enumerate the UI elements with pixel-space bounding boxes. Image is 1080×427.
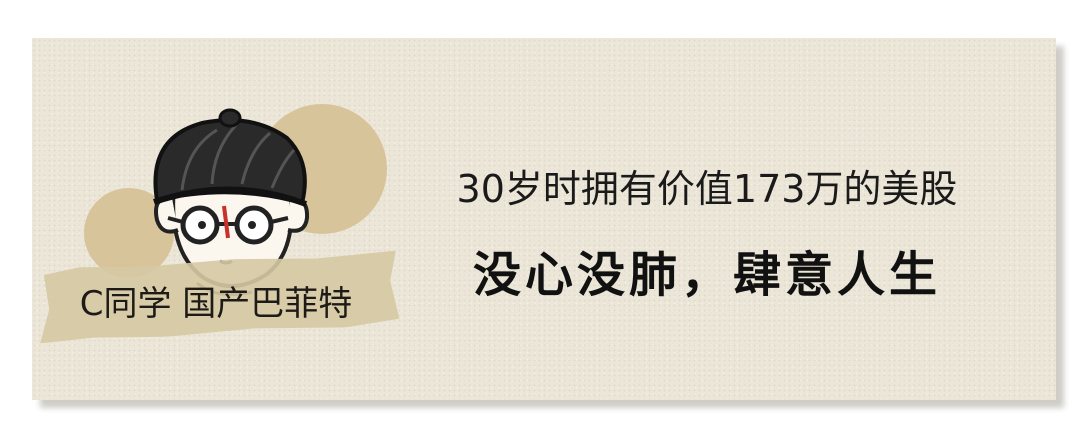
banner-card: C同学 国产巴菲特 30岁时拥有价值173万的美股 没心没肺，肆意人生: [32, 38, 1056, 400]
banner-title: 没心没肺，肆意人生: [472, 247, 941, 303]
author-signature: C同学 国产巴菲特: [79, 284, 353, 324]
banner-subtitle: 30岁时拥有价值173万的美股: [456, 167, 958, 211]
cartoon-boy-avatar-icon: [102, 78, 352, 308]
